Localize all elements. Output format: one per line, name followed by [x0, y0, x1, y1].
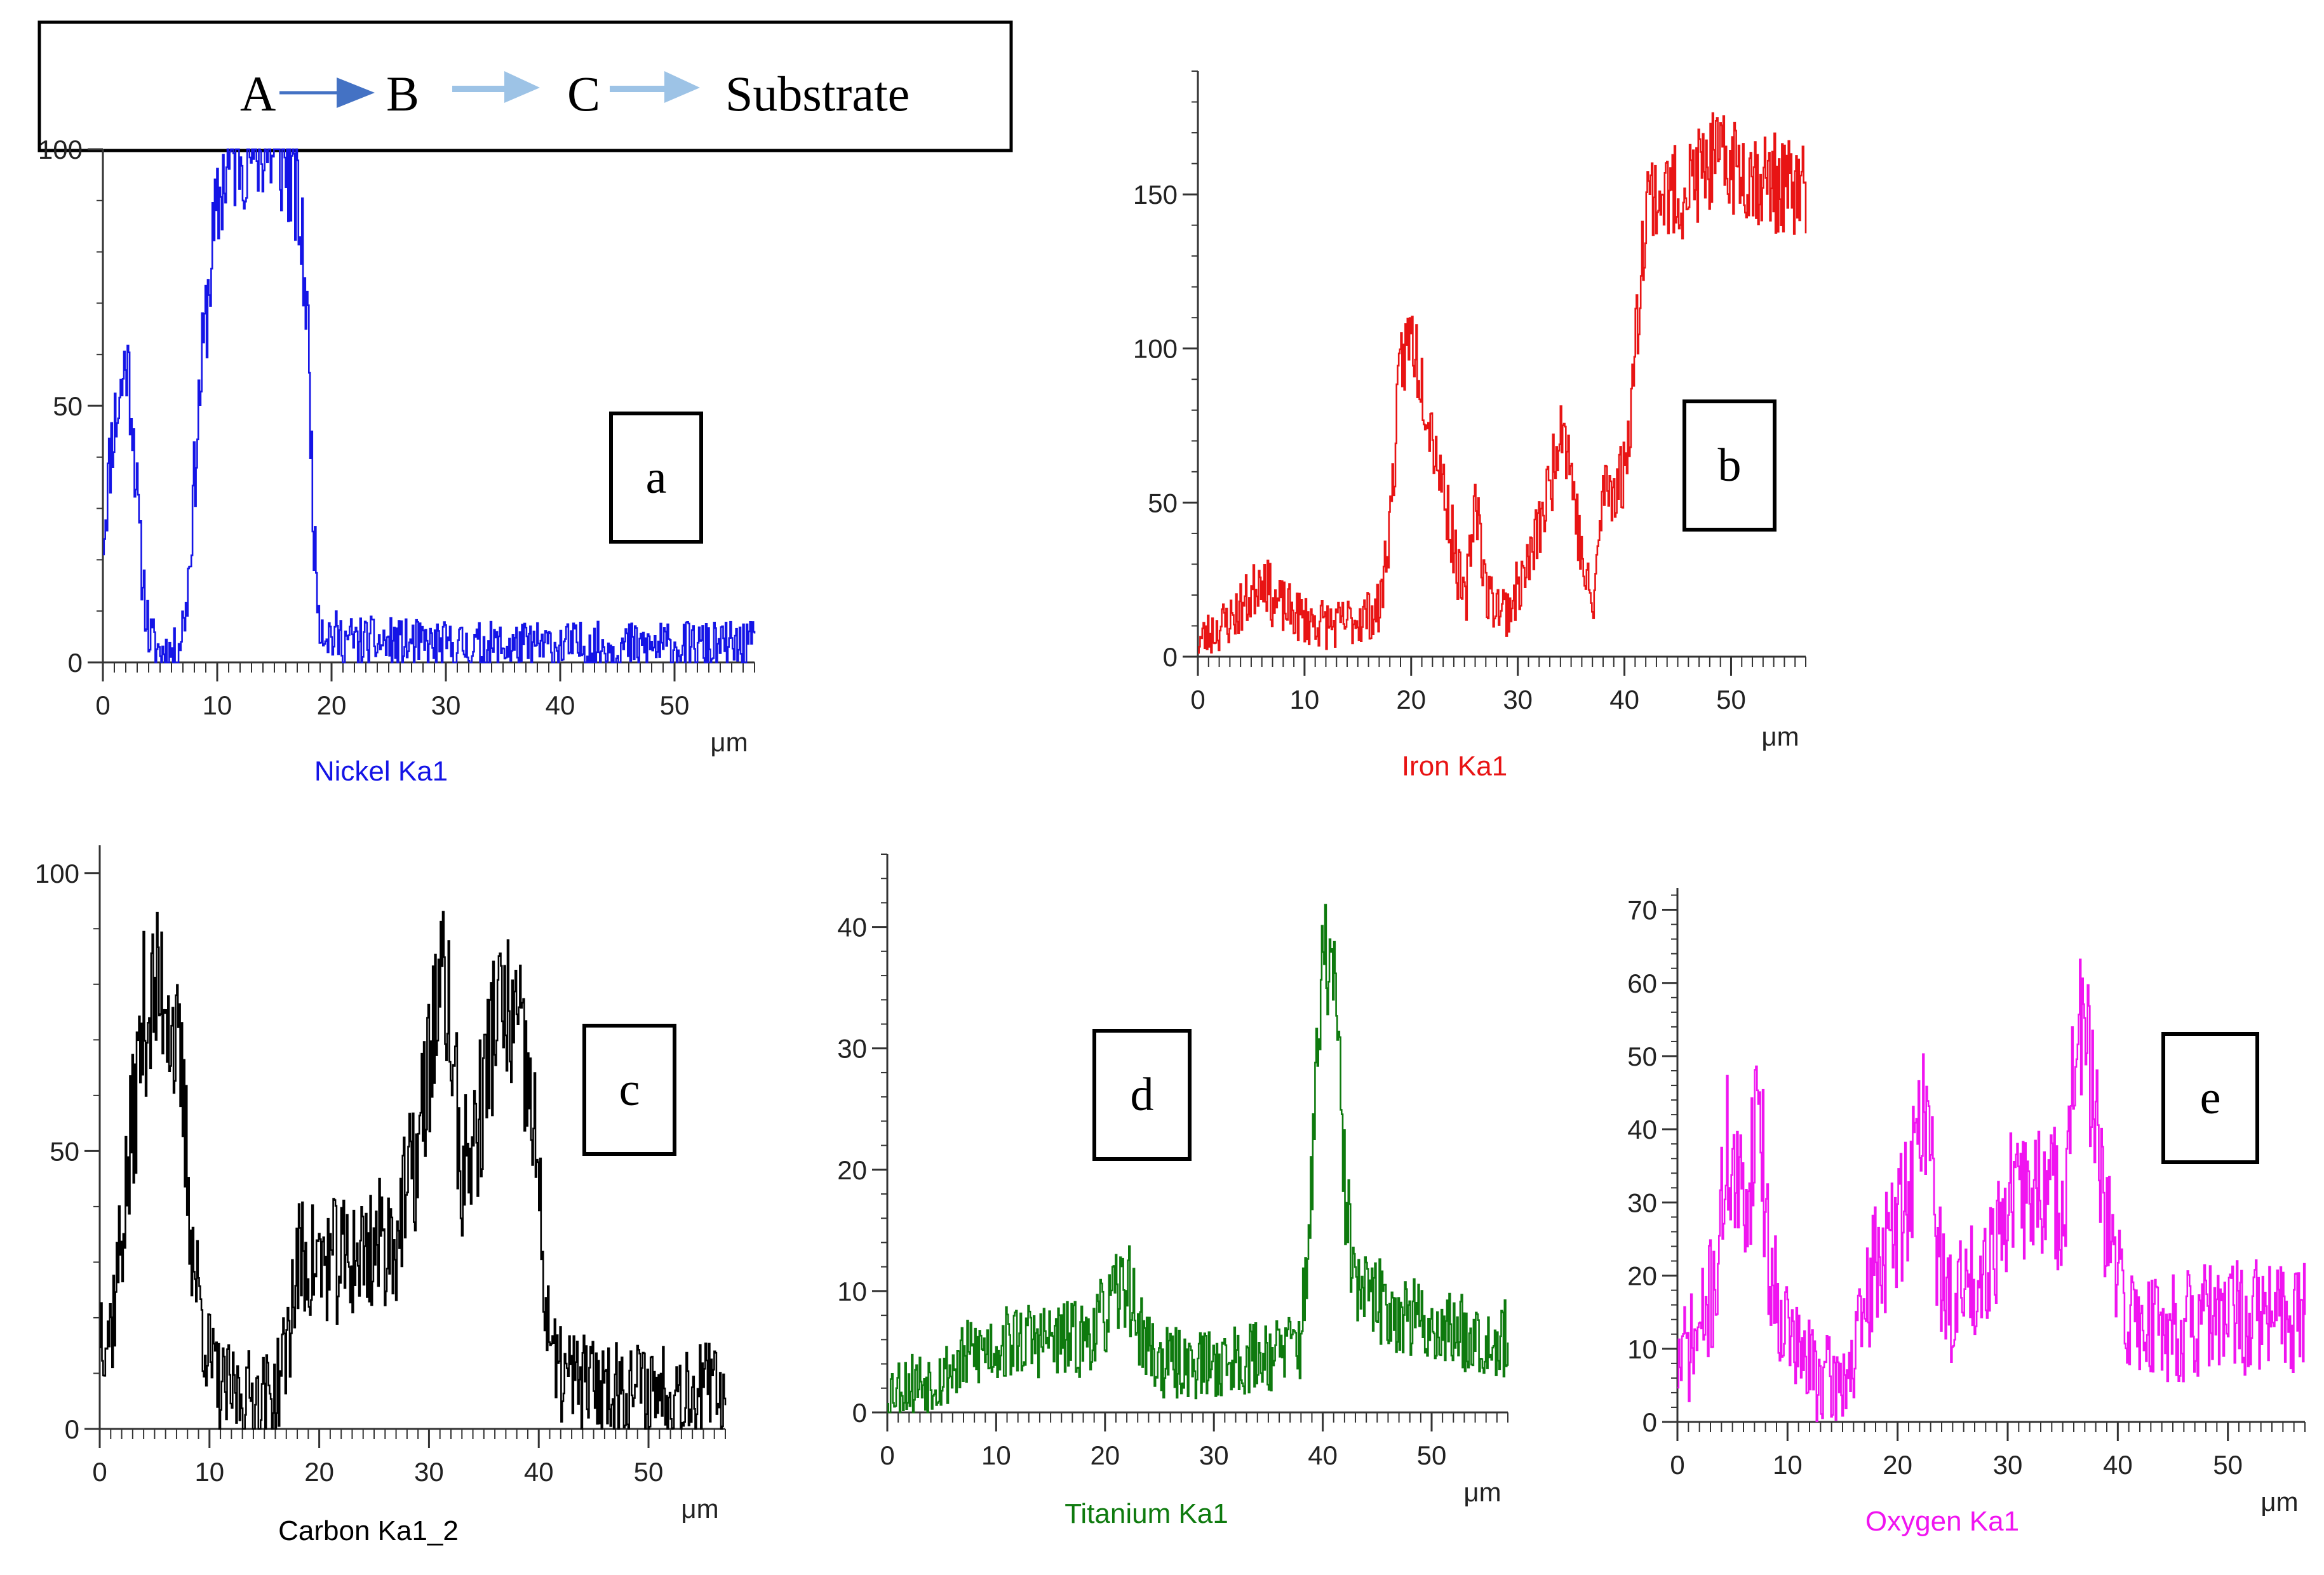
y-tick-label: 50: [1627, 1042, 1657, 1071]
x-tick-label: 10: [1290, 685, 1320, 714]
series-line-a: [103, 148, 756, 664]
y-tick-label: 0: [65, 1414, 79, 1444]
x-tick-label: 10: [203, 690, 232, 720]
x-tick-label: 10: [1773, 1450, 1803, 1480]
x-tick-label: 40: [1308, 1440, 1338, 1470]
series-line-b: [1198, 112, 1807, 654]
panel-label-b: b: [1718, 439, 1742, 492]
y-tick-label: 20: [837, 1155, 867, 1185]
x-tick-label: 50: [2213, 1450, 2243, 1480]
panel-label-e: e: [2200, 1072, 2221, 1124]
y-tick-label: 100: [35, 859, 79, 888]
y-tick-label: 100: [38, 135, 83, 164]
series-line-d: [887, 904, 1509, 1414]
x-tick-label: 30: [1993, 1450, 2023, 1480]
y-tick-label: 0: [1163, 642, 1178, 672]
x-tick-label: 50: [660, 690, 690, 720]
y-tick-label: 30: [837, 1034, 867, 1064]
x-tick-label: 30: [414, 1457, 444, 1487]
x-tick-label: 30: [431, 690, 461, 720]
y-tick-label: 40: [1627, 1115, 1657, 1144]
x-tick-label: 40: [2103, 1450, 2133, 1480]
series-line-e: [1677, 958, 2306, 1423]
y-tick-label: 150: [1133, 180, 1178, 210]
x-axis-label: μm: [2260, 1487, 2298, 1517]
y-tick-label: 60: [1627, 968, 1657, 998]
y-tick-label: 10: [1627, 1334, 1657, 1364]
y-tick-label: 40: [837, 913, 867, 942]
x-axis-label: μm: [1761, 721, 1799, 751]
y-tick-label: 70: [1627, 895, 1657, 925]
legend-arrow-c-substrate-head: [664, 71, 700, 103]
x-tick-label: 10: [981, 1440, 1011, 1470]
chart-a: 0 50 100 0 10 20 30 40 50 μm Nickel Ka1 a: [38, 135, 756, 787]
panel-label-box-b: [1683, 399, 1777, 532]
legend-label-b: B: [386, 66, 419, 121]
panel-label-a: a: [646, 452, 667, 504]
panel-label-box-d: [1092, 1029, 1192, 1161]
panel-label-d: d: [1131, 1069, 1154, 1121]
x-tick-label: 40: [1609, 685, 1639, 714]
legend-arrow-b-c-head: [504, 71, 540, 103]
y-tick-label: 50: [53, 391, 83, 421]
legend-arrow-a-b-head: [337, 77, 375, 108]
chart-title-c: Carbon Ka1_2: [278, 1515, 459, 1546]
legend: A B C Substrate: [37, 20, 1013, 152]
chart-title-d: Titanium Ka1: [1065, 1498, 1228, 1529]
y-tick-label: 0: [852, 1398, 867, 1428]
y-tick-label: 50: [1148, 488, 1178, 518]
chart-b: 0 50 100 150 0 10 20 30 40 50 μm Iron Ka1 b: [1133, 70, 1807, 782]
y-tick-label: 20: [1627, 1261, 1657, 1291]
x-tick-label: 10: [194, 1457, 224, 1487]
series-line-c: [100, 911, 727, 1430]
x-axis-label: μm: [1463, 1477, 1501, 1507]
x-axis-label: μm: [710, 727, 748, 757]
x-tick-label: 20: [1396, 685, 1426, 714]
chart-e: 0 10 20 30 40 50 60 70 0 10 20 30 40 50 μm Oxygen Ka1 e: [1627, 888, 2306, 1537]
y-tick-label: 30: [1627, 1188, 1657, 1217]
legend-label-a: A: [240, 66, 276, 121]
chart-title-e: Oxygen Ka1: [1865, 1506, 2019, 1537]
x-tick-label: 0: [92, 1457, 107, 1487]
x-tick-label: 0: [95, 690, 110, 720]
x-tick-label: 0: [1670, 1450, 1684, 1480]
panel-label-box-e: [2161, 1032, 2259, 1164]
x-tick-label: 20: [1090, 1440, 1120, 1470]
panel-label-box-c: [582, 1024, 676, 1156]
x-tick-label: 50: [634, 1457, 664, 1487]
y-tick-label: 100: [1133, 334, 1178, 364]
x-tick-label: 40: [546, 690, 575, 720]
y-tick-label: 0: [1642, 1407, 1657, 1437]
x-tick-label: 50: [1716, 685, 1746, 714]
panel-label-c: c: [619, 1064, 640, 1116]
chart-title-b: Iron Ka1: [1402, 751, 1507, 782]
chart-c: 0 50 100 0 10 20 30 40 50 μm Carbon Ka1_2 c: [35, 845, 727, 1546]
legend-label-substrate: Substrate: [725, 66, 910, 121]
chart-d: 0 10 20 30 40 0 10 20 30 40 50 μm Titanium Ka1 d: [837, 854, 1509, 1529]
x-tick-label: 20: [304, 1457, 334, 1487]
x-tick-label: 0: [1190, 685, 1205, 714]
x-tick-label: 20: [317, 690, 347, 720]
x-axis-label: μm: [681, 1494, 718, 1524]
x-tick-label: 30: [1199, 1440, 1229, 1470]
chart-title-a: Nickel Ka1: [314, 756, 448, 787]
y-tick-label: 50: [50, 1136, 79, 1166]
legend-label-c: C: [567, 66, 600, 121]
x-tick-label: 40: [524, 1457, 554, 1487]
y-tick-label: 10: [837, 1277, 867, 1306]
x-tick-label: 30: [1503, 685, 1533, 714]
panel-label-box-a: [609, 412, 703, 544]
x-tick-label: 20: [1883, 1450, 1912, 1480]
y-tick-label: 0: [68, 648, 83, 678]
x-tick-label: 0: [880, 1440, 894, 1470]
x-tick-label: 50: [1417, 1440, 1447, 1470]
